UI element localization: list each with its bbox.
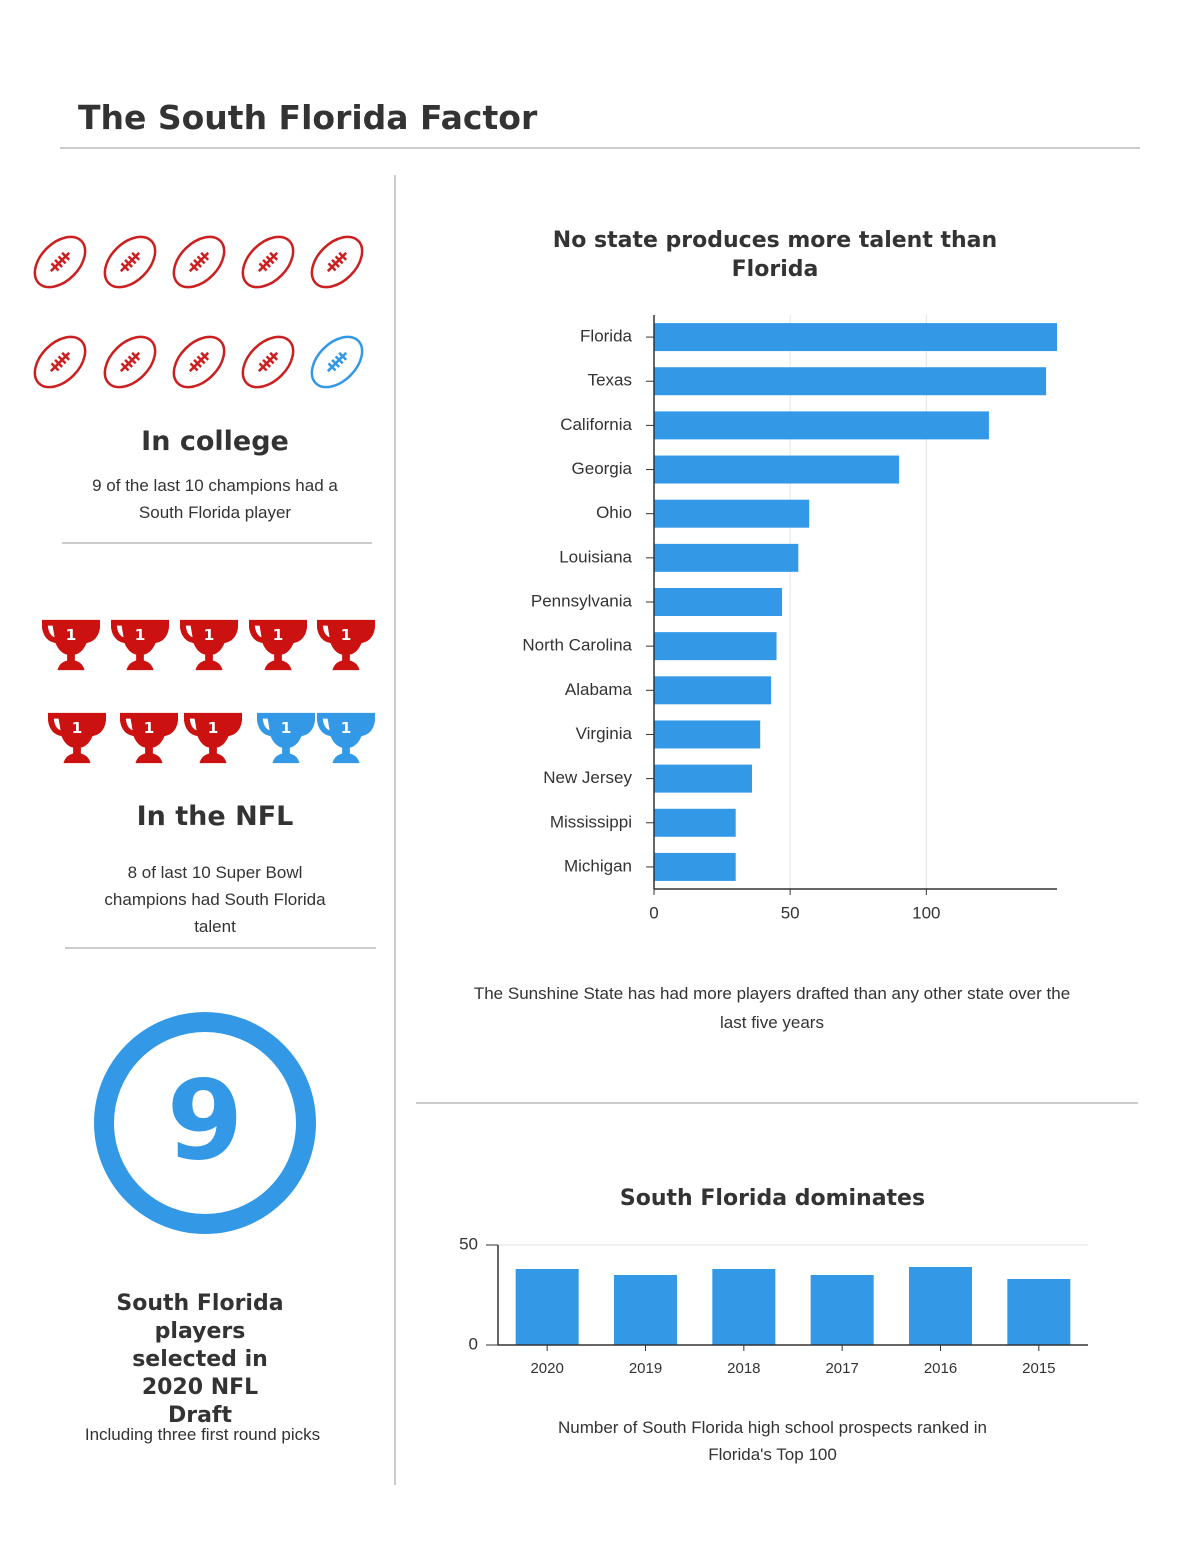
y-tick-label: Florida (580, 327, 633, 346)
section-text: Including three first round picks (84, 1425, 321, 1444)
x-tick-label: 0 (649, 903, 658, 922)
footballs (28, 230, 369, 394)
bar (515, 1269, 579, 1345)
bar (810, 1275, 874, 1345)
section-text: 8 of last 10 Super Bowl champions had So… (104, 863, 326, 936)
y-tick-label: 0 (469, 1334, 478, 1353)
x-tick-label: 2018 (727, 1360, 760, 1377)
chart-caption: Number of South Florida high school pros… (557, 1418, 987, 1464)
bar (654, 499, 810, 528)
bar (614, 1275, 677, 1345)
x-tick-label: 50 (781, 903, 800, 922)
y-tick-label: Virginia (576, 724, 633, 743)
chart-caption: The Sunshine State has had more players … (473, 984, 1071, 1032)
x-tick-label: 2020 (530, 1360, 563, 1377)
y-tick-label: Pennsylvania (531, 591, 633, 610)
bar (654, 543, 799, 572)
x-tick-label: 2017 (825, 1360, 858, 1377)
y-tick-label: Ohio (596, 503, 632, 522)
page-title: The South Florida Factor (78, 98, 538, 137)
y-tick-label: California (560, 415, 632, 434)
number-ring (94, 1012, 316, 1234)
x-tick-label: 2019 (629, 1360, 662, 1377)
y-tick-label: North Carolina (522, 636, 632, 655)
bar (1007, 1279, 1071, 1345)
draft-number: 9 (167, 1056, 244, 1184)
bar (654, 367, 1047, 396)
bar (654, 676, 772, 705)
chart-title: South Florida dominates (619, 1186, 926, 1211)
y-tick-label: Georgia (572, 459, 633, 478)
x-tick-label: 2015 (1022, 1360, 1055, 1377)
bar (654, 411, 989, 440)
bar (654, 632, 777, 661)
y-tick-label: Michigan (564, 856, 632, 875)
chart-title: No state produces more talent than Flori… (552, 228, 998, 282)
bar (654, 808, 736, 837)
section-heading: South Florida players selected in 2020 N… (116, 1291, 284, 1428)
section-heading: In the NFL (136, 801, 294, 832)
y-tick-label: New Jersey (543, 768, 632, 787)
bar (909, 1267, 972, 1345)
section-text: 9 of the last 10 champions had a South F… (92, 476, 338, 522)
y-tick-label: Louisiana (559, 547, 632, 566)
bar (654, 720, 761, 749)
x-tick-label: 100 (912, 903, 940, 922)
bar (654, 455, 900, 484)
y-tick-label: Texas (588, 371, 632, 390)
section-heading: In college (141, 426, 289, 457)
bar (654, 852, 736, 881)
x-tick-label: 2016 (924, 1360, 957, 1377)
bar (712, 1269, 776, 1345)
y-tick-label: 50 (459, 1234, 478, 1253)
bar (654, 323, 1057, 352)
bar (654, 764, 753, 793)
y-tick-label: Mississippi (550, 812, 632, 831)
trophies (42, 619, 375, 764)
bar (654, 588, 782, 616)
y-tick-label: Alabama (565, 680, 633, 699)
